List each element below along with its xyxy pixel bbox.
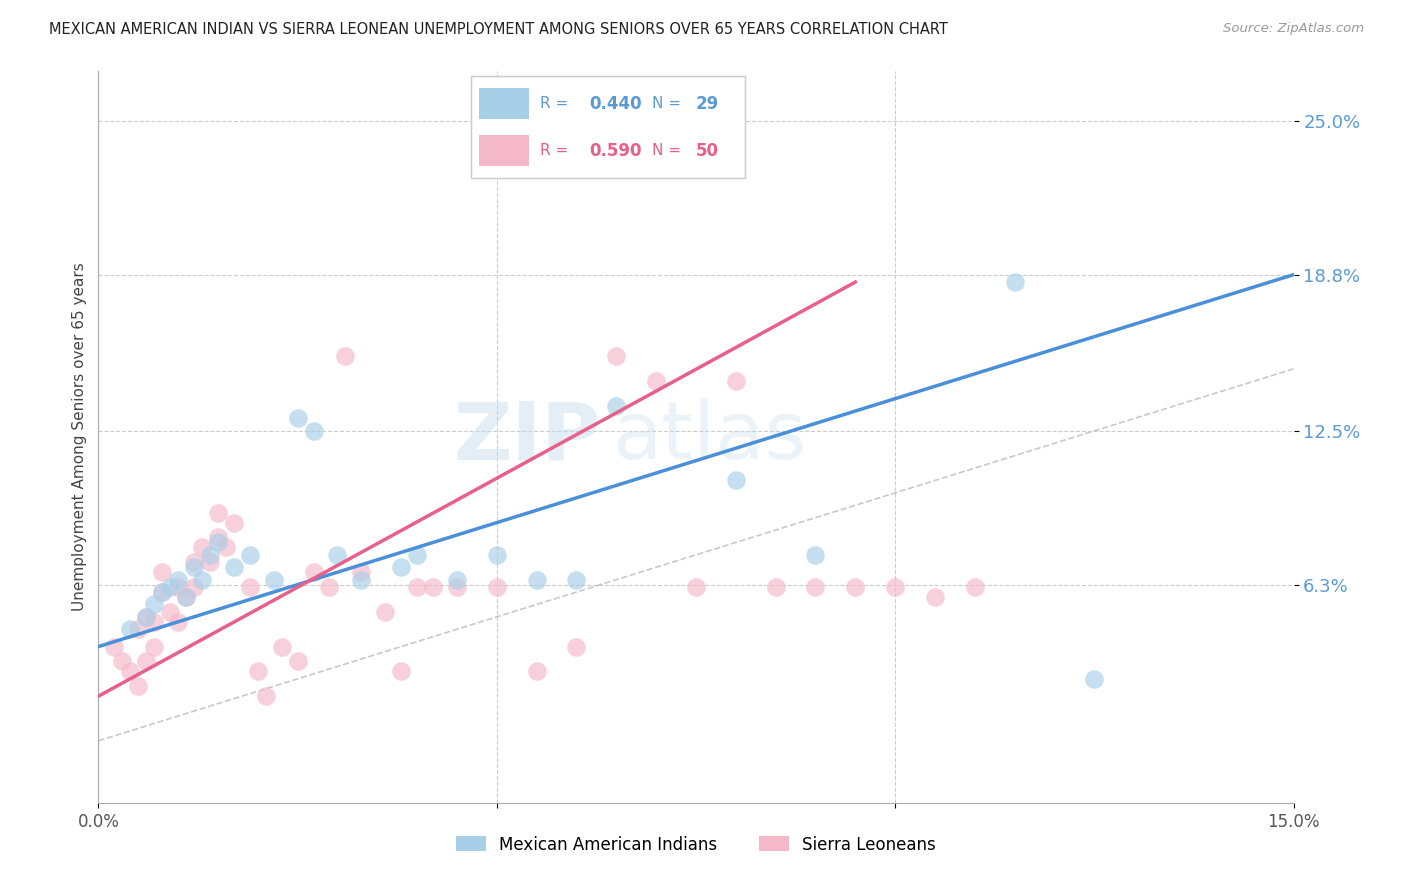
Point: [389, 665, 412, 679]
Text: ZIP: ZIP: [453, 398, 600, 476]
Point: [884, 580, 907, 594]
Point: [111, 655, 134, 669]
Point: [143, 640, 166, 654]
Point: [135, 655, 157, 669]
Point: [1083, 672, 1105, 686]
Point: [254, 689, 277, 703]
Point: [191, 573, 214, 587]
Point: [526, 573, 548, 587]
Point: [406, 580, 429, 594]
Point: [167, 580, 190, 594]
Point: [724, 374, 747, 388]
Point: [150, 585, 173, 599]
Point: [127, 679, 149, 693]
Point: [103, 640, 125, 654]
Point: [207, 535, 229, 549]
Point: [222, 516, 245, 530]
Legend: Mexican American Indians, Sierra Leoneans: Mexican American Indians, Sierra Leonean…: [449, 829, 943, 860]
Point: [222, 560, 245, 574]
Point: [326, 548, 349, 562]
Point: [159, 580, 181, 594]
Point: [198, 548, 221, 562]
Point: [963, 580, 986, 594]
Point: [804, 580, 827, 594]
Text: 0.440: 0.440: [589, 95, 641, 112]
Point: [374, 605, 396, 619]
Point: [120, 622, 142, 636]
Text: R =: R =: [540, 144, 572, 158]
Point: [406, 548, 429, 562]
Point: [605, 350, 627, 364]
Y-axis label: Unemployment Among Seniors over 65 years: Unemployment Among Seniors over 65 years: [72, 263, 87, 611]
Point: [143, 615, 166, 629]
Point: [565, 640, 588, 654]
Point: [485, 580, 508, 594]
Text: 0.590: 0.590: [589, 142, 641, 160]
Point: [239, 548, 262, 562]
Point: [167, 573, 190, 587]
Point: [174, 590, 197, 604]
Point: [685, 580, 707, 594]
Point: [198, 555, 221, 569]
Point: [120, 665, 142, 679]
Point: [143, 598, 166, 612]
Point: [159, 605, 181, 619]
Point: [174, 590, 197, 604]
Point: [645, 374, 668, 388]
Point: [135, 610, 157, 624]
Point: [239, 580, 262, 594]
Point: [446, 580, 468, 594]
Text: R =: R =: [540, 96, 572, 111]
Point: [207, 506, 229, 520]
Point: [167, 615, 190, 629]
Point: [135, 610, 157, 624]
Point: [215, 541, 238, 555]
Point: [765, 580, 787, 594]
Point: [350, 565, 373, 579]
Point: [287, 655, 309, 669]
Point: [150, 585, 173, 599]
Text: Source: ZipAtlas.com: Source: ZipAtlas.com: [1223, 22, 1364, 36]
Point: [924, 590, 946, 604]
Point: [318, 580, 340, 594]
Point: [302, 424, 325, 438]
Point: [350, 573, 373, 587]
Point: [724, 474, 747, 488]
Point: [389, 560, 412, 574]
FancyBboxPatch shape: [479, 136, 529, 166]
Point: [246, 665, 269, 679]
Point: [183, 560, 205, 574]
Text: atlas: atlas: [613, 398, 807, 476]
FancyBboxPatch shape: [479, 88, 529, 119]
Point: [270, 640, 292, 654]
Point: [127, 622, 149, 636]
Point: [422, 580, 444, 594]
Point: [1004, 275, 1026, 289]
Point: [191, 541, 214, 555]
Text: N =: N =: [652, 96, 686, 111]
Point: [485, 548, 508, 562]
Point: [335, 350, 357, 364]
Point: [526, 665, 548, 679]
Point: [844, 580, 866, 594]
Text: 50: 50: [696, 142, 718, 160]
Point: [565, 573, 588, 587]
Point: [446, 573, 468, 587]
Point: [804, 548, 827, 562]
Point: [183, 580, 205, 594]
Text: MEXICAN AMERICAN INDIAN VS SIERRA LEONEAN UNEMPLOYMENT AMONG SENIORS OVER 65 YEA: MEXICAN AMERICAN INDIAN VS SIERRA LEONEA…: [49, 22, 948, 37]
Point: [287, 411, 309, 425]
Text: N =: N =: [652, 144, 686, 158]
Text: 29: 29: [696, 95, 718, 112]
Point: [150, 565, 173, 579]
Point: [302, 565, 325, 579]
Point: [263, 573, 285, 587]
Point: [183, 555, 205, 569]
Point: [605, 399, 627, 413]
Point: [207, 531, 229, 545]
